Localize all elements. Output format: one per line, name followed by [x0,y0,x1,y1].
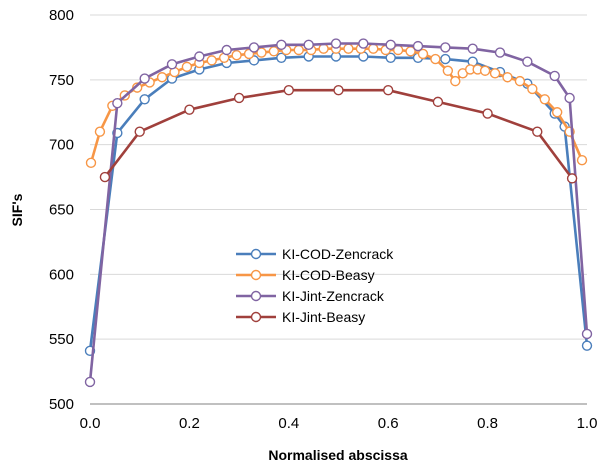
data-point [112,97,123,109]
data-point [576,155,588,166]
data-point [283,85,294,96]
x-tick-label: 0.2 [179,415,200,432]
data-point [549,70,560,82]
data-point [494,47,506,58]
data-point [166,59,178,70]
x-tick-label: 0.4 [278,415,299,432]
data-point [440,42,451,53]
data-point [527,83,538,95]
legend-swatch-marker [250,290,262,302]
data-point [385,52,396,63]
data-point [551,107,563,118]
data-point [432,96,444,108]
data-point [84,376,96,388]
data-point [343,43,354,54]
data-point [514,75,526,87]
legend-label: KI-Jint-Beasy [282,309,365,325]
data-point [581,328,593,340]
legend-label: KI-Jint-Zencrack [282,288,385,304]
legend-swatch-marker [250,248,262,260]
y-tick-label: 650 [49,202,74,219]
y-axis-title: SIF's [9,193,25,226]
data-point [256,47,267,58]
legend: KI-COD-Zencrack KI-COD-Beasy KI-Jint-Zencr… [236,246,394,325]
data-point [412,40,424,52]
y-tick-label: 500 [49,396,74,413]
legend-item: KI-COD-Beasy [236,267,375,283]
data-point [489,68,501,79]
data-point [184,104,195,115]
data-point [85,157,97,169]
series-line [103,88,574,180]
data-point [566,173,578,184]
y-tick-label: 550 [49,331,74,348]
y-tick-label: 600 [49,266,74,283]
data-point [564,92,575,104]
x-tick-labels: 0.0 0.2 0.4 0.6 0.8 1.0 [80,415,598,432]
data-point [482,108,493,119]
data-point [194,51,205,62]
data-point [368,43,379,54]
data-point [479,65,491,76]
x-tick-label: 0.8 [477,415,498,432]
data-point [139,94,150,105]
data-point [303,39,314,51]
data-point [333,85,344,96]
data-point [134,126,145,137]
data-point [502,72,513,83]
data-point [221,44,232,56]
data-point [206,55,217,66]
data-point [440,53,451,65]
data-point [539,94,550,105]
data-point [99,171,111,183]
data-point [293,44,304,56]
legend-swatch-marker [250,311,262,323]
legend-label: KI-COD-Beasy [282,267,375,283]
legend-label: KI-COD-Zencrack [282,246,394,262]
data-point [276,39,287,51]
y-tick-label: 700 [49,137,74,154]
legend-swatch-marker [250,269,262,281]
series-line [88,55,589,351]
data-point [318,43,329,54]
data-point [233,92,245,104]
plot-series [84,38,593,388]
x-tick-label: 1.0 [577,415,598,432]
data-point [156,72,168,83]
x-tick-label: 0.6 [378,415,399,432]
data-point [248,42,260,53]
data-point [383,85,394,96]
data-point [385,39,396,51]
series-line [89,47,584,164]
series-ki-jint-beasy [99,85,578,184]
data-point [450,75,461,87]
data-point [276,52,287,63]
legend-item: KI-Jint-Beasy [236,309,365,325]
data-point [358,38,369,49]
data-point [330,38,342,49]
data-point [268,46,280,57]
y-tick-label: 750 [49,72,74,89]
data-point [94,126,106,137]
data-point [442,65,454,76]
data-point [467,43,478,54]
legend-item: KI-Jint-Zencrack [236,288,385,304]
series-ki-jint-zencrack [84,38,593,388]
data-point [430,53,441,65]
data-point [522,56,533,67]
data-point [581,340,593,351]
x-axis-title: Normalised abscissa [268,447,408,463]
y-tick-label: 800 [49,7,74,24]
data-point [532,126,543,137]
x-tick-label: 0.0 [80,415,101,432]
series-ki-cod-beasy [85,43,588,169]
data-point [139,73,150,84]
y-tick-labels: 500 550 600 650 700 750 800 [49,7,74,413]
data-point [231,49,242,61]
data-point [417,48,429,60]
legend-item: KI-COD-Zencrack [236,246,394,262]
data-point [181,61,193,73]
